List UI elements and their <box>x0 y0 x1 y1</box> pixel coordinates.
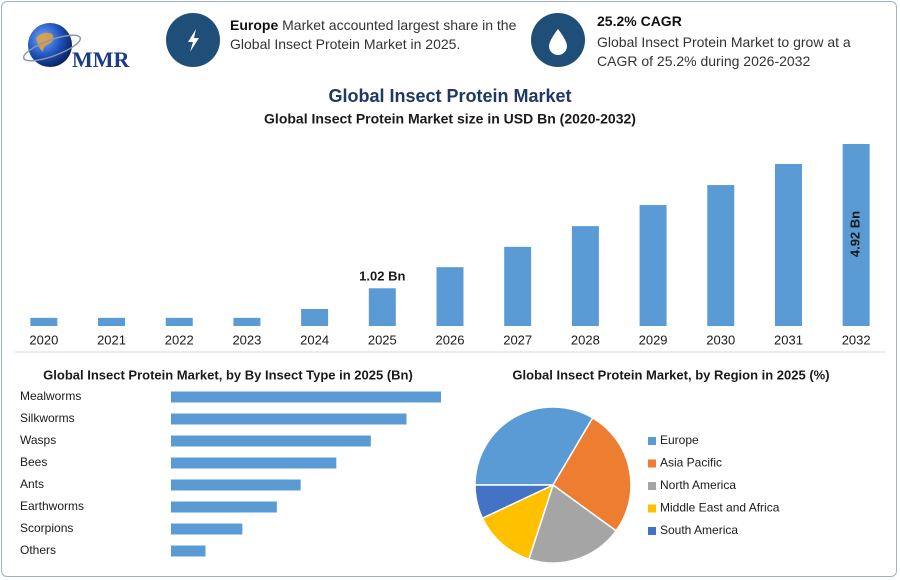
legend-swatch <box>648 459 656 468</box>
x-tick-label: 2031 <box>774 332 803 347</box>
value-label: 4.92 Bn <box>848 211 863 257</box>
logo-orbit <box>22 34 82 62</box>
y-tick-label: Scorpions <box>20 521 73 535</box>
legend-label: South America <box>660 523 738 537</box>
x-tick-label: 2022 <box>165 332 194 347</box>
card-bold: Europe <box>230 17 279 33</box>
bar <box>171 391 441 403</box>
x-tick-label: 2027 <box>503 332 532 347</box>
bar <box>639 205 667 326</box>
legend-label: Middle East and Africa <box>660 501 780 515</box>
bar <box>301 308 329 326</box>
y-tick-label: Mealworms <box>20 389 81 403</box>
chart-subtitle: Global Insect Protein Market size in USD… <box>264 111 636 127</box>
legend-label: Europe <box>660 433 699 447</box>
bar <box>571 226 599 326</box>
x-tick-label: 2024 <box>300 332 329 347</box>
bar <box>171 523 243 535</box>
x-tick-label: 2023 <box>232 332 261 347</box>
bar <box>504 246 532 326</box>
y-tick-label: Ants <box>20 477 44 491</box>
bar <box>171 457 337 469</box>
pie-slice <box>474 484 554 520</box>
chart-title: Global Insect Protein Market <box>328 86 571 106</box>
legend-swatch <box>648 437 656 445</box>
card-body: Global Insect Protein Market to grow at … <box>597 34 851 69</box>
x-tick-label: 2026 <box>436 332 465 347</box>
x-tick-label: 2028 <box>571 332 600 347</box>
chart-title: Global Insect Protein Market, by By Inse… <box>43 367 413 382</box>
y-tick-label: Others <box>20 543 56 557</box>
bar <box>165 317 193 326</box>
bar <box>707 185 735 326</box>
bar <box>233 317 261 326</box>
legend-swatch <box>648 504 656 513</box>
pie-slice <box>527 483 618 564</box>
pie-slice <box>481 483 555 561</box>
logo-globe <box>28 23 72 67</box>
x-tick-label: 2029 <box>639 332 668 347</box>
bar <box>774 163 802 326</box>
legend-swatch <box>648 527 656 535</box>
bar <box>171 435 371 447</box>
icon-drop <box>549 29 567 55</box>
icon-bolt <box>188 29 199 52</box>
bar <box>171 545 206 557</box>
bar <box>171 479 301 491</box>
x-tick-label: 2025 <box>368 332 397 347</box>
logo-text: MMR <box>72 47 131 72</box>
bar <box>171 501 277 513</box>
y-tick-label: Silkworms <box>20 411 75 425</box>
bar <box>98 317 126 326</box>
card-body: Market accounted largest share in the Gl… <box>230 17 517 52</box>
card-text: 25.2% CAGR Global Insect Protein Market t… <box>597 12 867 71</box>
legend-swatch <box>648 482 656 490</box>
legend-label: Asia Pacific <box>660 456 722 470</box>
pie-slice <box>552 416 632 532</box>
card-text: Europe Market accounted largest share in… <box>230 16 520 54</box>
card-title: 25.2% CAGR <box>597 13 682 29</box>
x-tick-label: 2032 <box>842 332 871 347</box>
y-tick-label: Wasps <box>20 433 56 447</box>
pie-slice <box>474 406 594 486</box>
legend-label: North America <box>660 478 736 492</box>
x-tick-label: 2020 <box>29 332 58 347</box>
bar <box>30 317 58 326</box>
chart-title: Global Insect Protein Market, by Region … <box>512 367 829 382</box>
bar <box>368 288 396 326</box>
bar <box>842 144 870 326</box>
bar <box>171 413 407 425</box>
x-tick-label: 2021 <box>97 332 126 347</box>
bar <box>436 267 464 326</box>
value-label: 1.02 Bn <box>359 269 405 284</box>
y-tick-label: Earthworms <box>20 499 84 513</box>
x-tick-label: 2030 <box>706 332 735 347</box>
y-tick-label: Bees <box>20 455 47 469</box>
